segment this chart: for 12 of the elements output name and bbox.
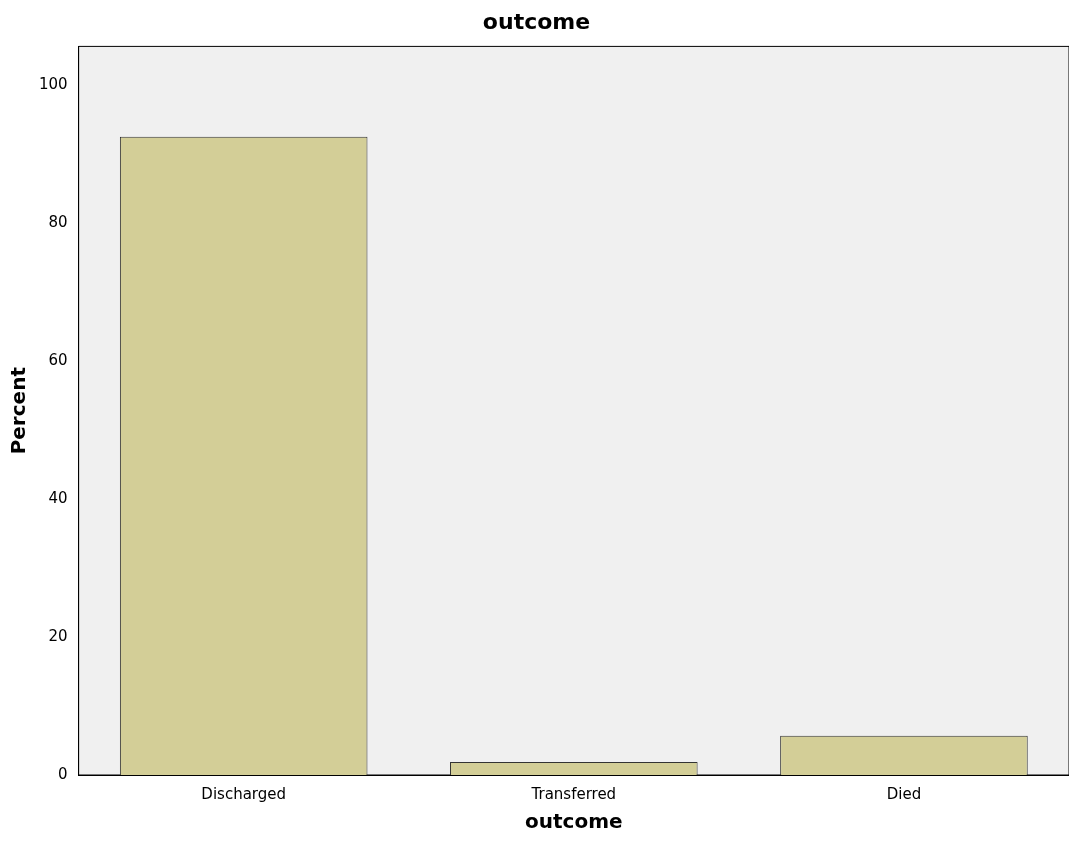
y-tick-label: 0 <box>58 764 68 783</box>
y-axis-title: Percent <box>6 366 31 455</box>
chart-title: outcome <box>482 8 591 34</box>
x-tick-label: Discharged <box>201 784 287 803</box>
x-tick-label: Transferred <box>530 784 617 803</box>
y-tick-label: 60 <box>48 350 68 369</box>
y-tick-label: 20 <box>48 626 68 645</box>
y-tick-label: 100 <box>38 74 68 93</box>
x-tick-label: Died <box>886 784 922 803</box>
x-axis-title: outcome <box>525 809 623 834</box>
y-tick-label: 80 <box>48 212 68 231</box>
y-tick-label: 40 <box>48 488 68 507</box>
